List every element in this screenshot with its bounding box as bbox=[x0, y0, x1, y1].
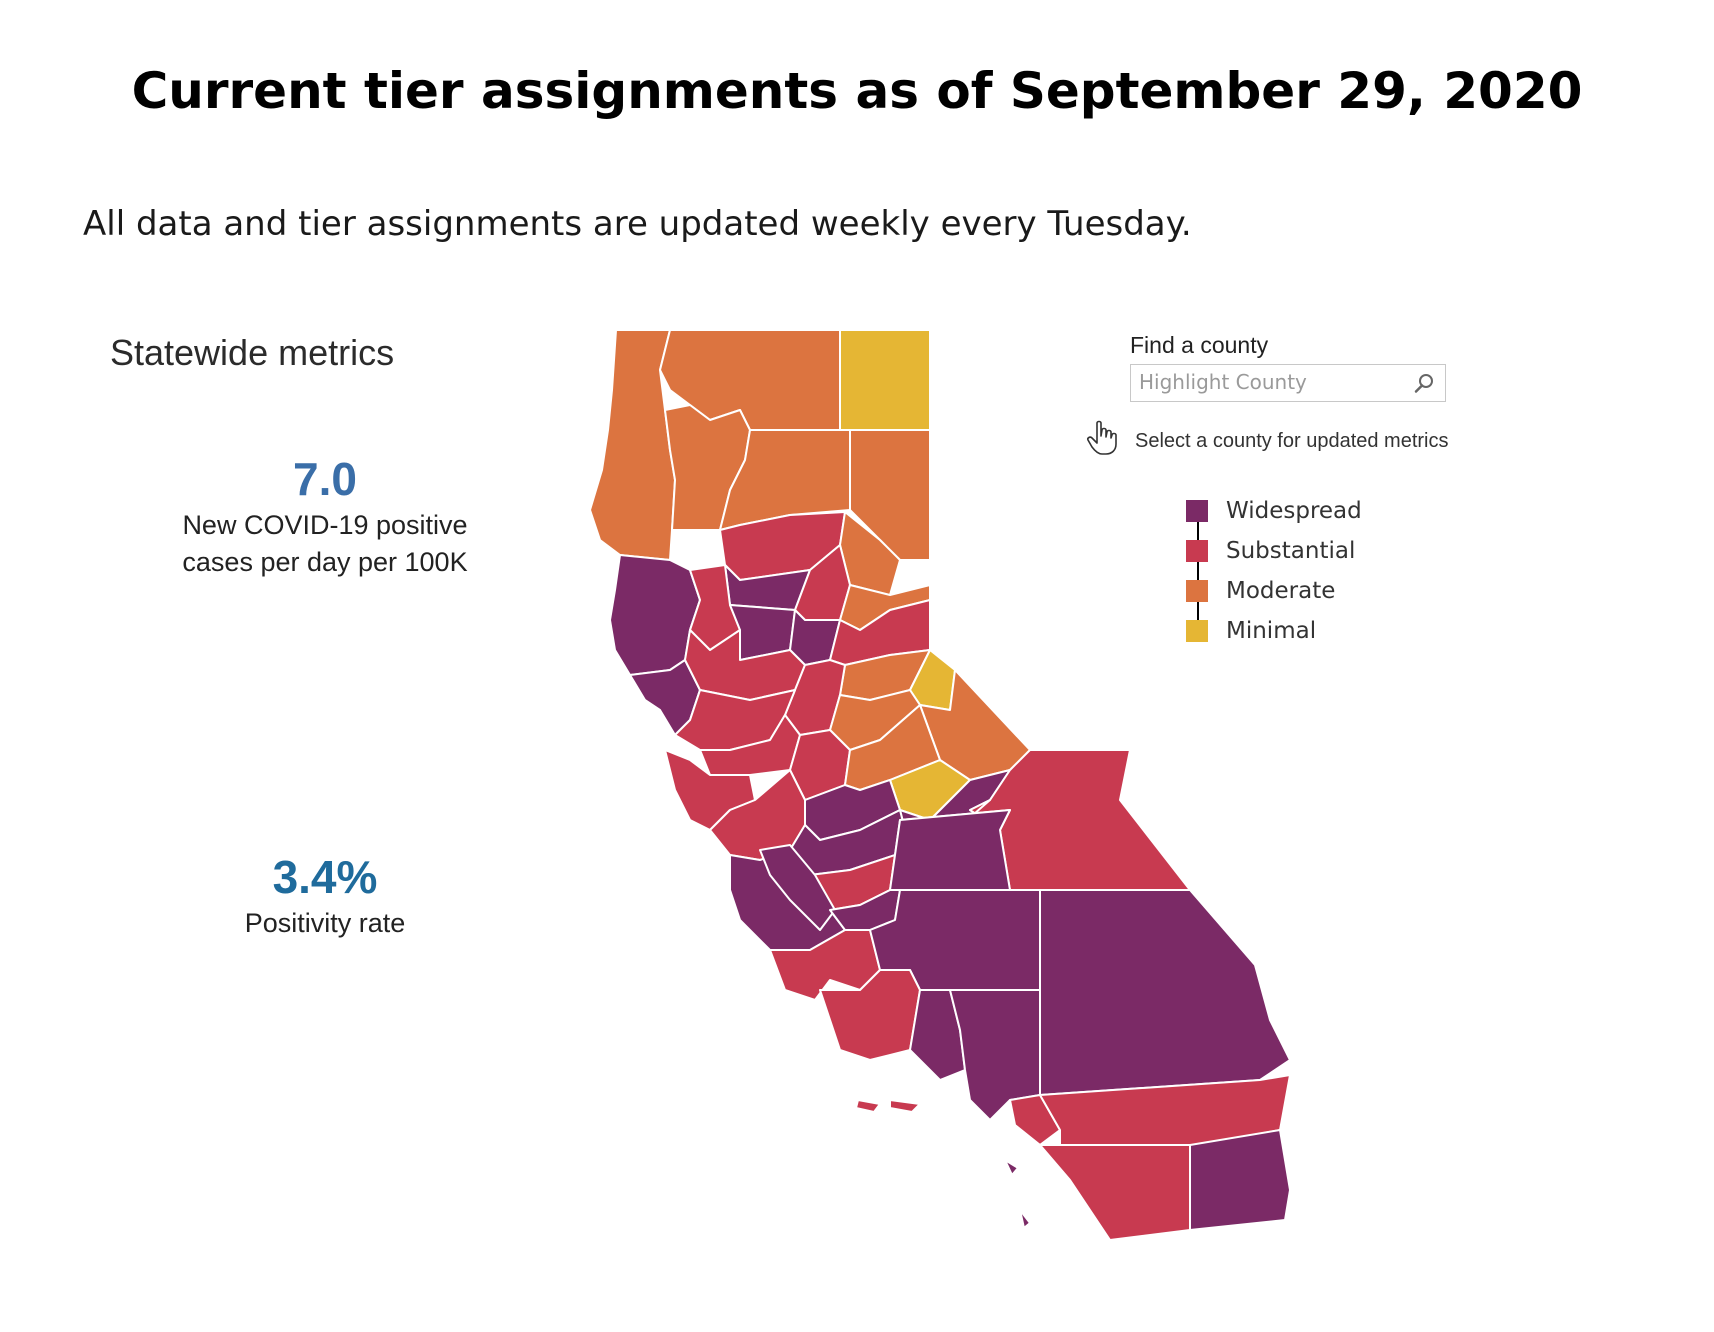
legend-connector-line bbox=[1197, 512, 1199, 632]
california-county-map[interactable] bbox=[590, 330, 1420, 1300]
legend-label: Substantial bbox=[1226, 538, 1356, 564]
positivity-metric: 3.4% Positivity rate bbox=[150, 850, 500, 942]
case-rate-metric: 7.0 New COVID-19 positive cases per day … bbox=[150, 452, 500, 580]
legend-label: Widespread bbox=[1226, 498, 1362, 524]
case-rate-label-line2: cases per day per 100K bbox=[182, 546, 468, 577]
county-san-diego[interactable] bbox=[1039, 1144, 1191, 1241]
metrics-heading: Statewide metrics bbox=[110, 332, 395, 373]
county-orange[interactable] bbox=[1009, 1094, 1061, 1146]
county-search-input[interactable] bbox=[1131, 365, 1399, 399]
county-select-hint-text: Select a county for updated metrics bbox=[1135, 430, 1449, 452]
channel-island-1 bbox=[855, 1099, 881, 1113]
positivity-label: Positivity rate bbox=[244, 908, 406, 939]
legend-label: Moderate bbox=[1226, 578, 1336, 604]
case-rate-value: 7.0 bbox=[293, 453, 357, 505]
legend-label: Minimal bbox=[1226, 618, 1317, 644]
county-santa-barbara[interactable] bbox=[819, 969, 921, 1061]
page-title: Current tier assignments as of September… bbox=[131, 62, 1583, 120]
county-san-benito[interactable] bbox=[759, 844, 836, 931]
county-tulare[interactable] bbox=[889, 809, 1011, 891]
legend-swatch bbox=[1186, 500, 1208, 522]
pointer-hand-icon bbox=[1087, 420, 1117, 455]
positivity-value: 3.4% bbox=[272, 851, 378, 903]
county-los-angeles[interactable] bbox=[949, 989, 1041, 1121]
case-rate-label-line1: New COVID-19 positive bbox=[182, 510, 468, 541]
page-subtitle: All data and tier assignments are update… bbox=[83, 204, 1192, 244]
legend-swatch bbox=[1186, 540, 1208, 562]
channel-island-2 bbox=[889, 1099, 921, 1113]
search-icon[interactable] bbox=[1413, 371, 1437, 395]
legend-swatch bbox=[1186, 580, 1208, 602]
channel-island-3 bbox=[1004, 1159, 1019, 1176]
county-search-box[interactable] bbox=[1130, 364, 1446, 402]
county-imperial[interactable] bbox=[1189, 1129, 1291, 1231]
channel-island-4 bbox=[1019, 1209, 1031, 1229]
legend-swatch bbox=[1186, 620, 1208, 642]
county-modoc[interactable] bbox=[839, 330, 931, 431]
find-county-label: Find a county bbox=[1130, 332, 1269, 358]
county-san-bernardino[interactable] bbox=[1039, 889, 1291, 1096]
